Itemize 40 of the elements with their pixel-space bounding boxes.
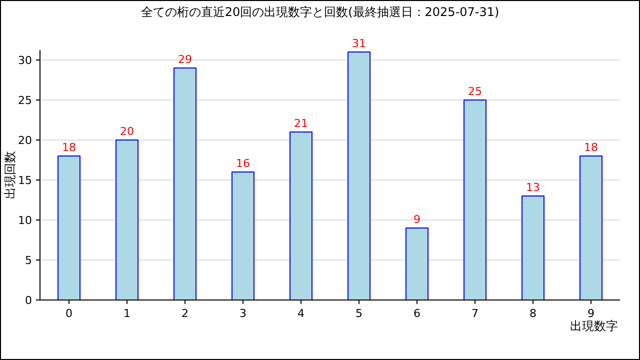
x-tick-label: 4 <box>298 307 304 320</box>
data-label: 18 <box>584 141 598 154</box>
x-tick-label: 5 <box>356 307 362 320</box>
bar <box>464 100 486 300</box>
y-tick-label: 10 <box>18 214 32 227</box>
x-tick-label: 7 <box>472 307 478 320</box>
bar <box>348 52 370 300</box>
data-label: 9 <box>414 213 420 226</box>
y-axis-title: 出現回数 <box>3 151 17 199</box>
x-tick-label: 6 <box>414 307 420 320</box>
bar <box>406 228 428 300</box>
chart-title: 全ての桁の直近20回の出現数字と回数(最終抽選日：2025-07-31) <box>140 5 500 19</box>
bar <box>116 140 138 300</box>
y-tick-label: 30 <box>18 54 32 67</box>
y-tick-label: 5 <box>25 254 32 267</box>
x-tick-label: 3 <box>240 307 246 320</box>
bar <box>232 172 254 300</box>
data-label: 18 <box>62 141 76 154</box>
data-label: 20 <box>120 125 134 138</box>
x-tick-label: 2 <box>182 307 188 320</box>
bar <box>290 132 312 300</box>
bar <box>522 196 544 300</box>
y-tick-label: 0 <box>25 294 32 307</box>
data-label: 31 <box>352 37 366 50</box>
data-label: 25 <box>468 85 482 98</box>
y-tick-label: 15 <box>18 174 32 187</box>
data-label: 21 <box>294 117 308 130</box>
x-tick-label: 1 <box>124 307 130 320</box>
y-tick-label: 20 <box>18 134 32 147</box>
bar <box>580 156 602 300</box>
data-label: 13 <box>526 181 540 194</box>
data-label: 16 <box>236 157 250 170</box>
x-tick-label: 0 <box>66 307 72 320</box>
data-label: 29 <box>178 53 192 66</box>
bar <box>58 156 80 300</box>
y-tick-label: 25 <box>18 94 32 107</box>
bar <box>174 68 196 300</box>
x-tick-label: 9 <box>588 307 594 320</box>
x-axis-title: 出現数字 <box>570 319 618 333</box>
x-tick-label: 8 <box>530 307 536 320</box>
